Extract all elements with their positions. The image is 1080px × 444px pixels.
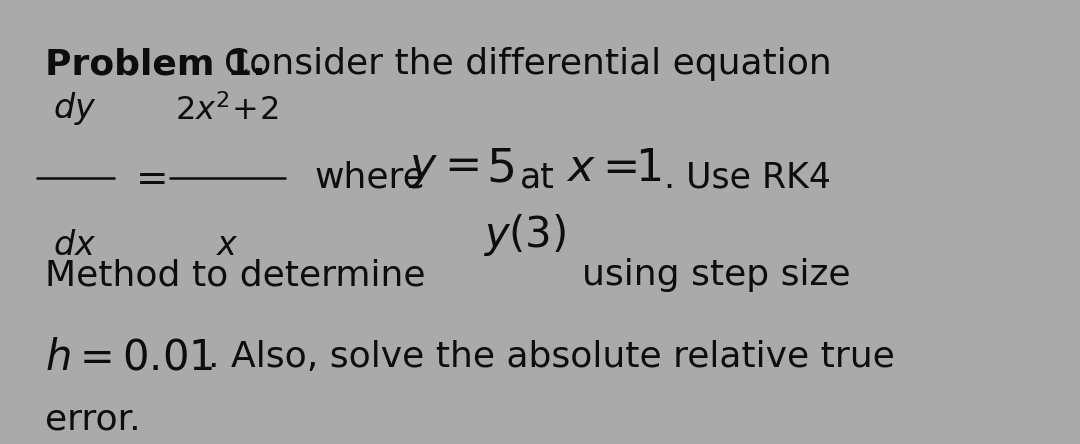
Text: $x$: $x$ bbox=[216, 229, 239, 262]
Text: at: at bbox=[519, 161, 554, 194]
Text: Consider the differential equation: Consider the differential equation bbox=[224, 48, 832, 81]
Text: $=$: $=$ bbox=[129, 159, 166, 197]
Text: $2x^2\!+\!2$: $2x^2\!+\!2$ bbox=[175, 94, 280, 127]
Text: Method to determine: Method to determine bbox=[44, 258, 426, 292]
Text: error.: error. bbox=[44, 403, 140, 436]
Text: $x=$: $x=$ bbox=[566, 147, 636, 190]
Text: where: where bbox=[314, 161, 426, 194]
Text: $h = 0.01$: $h = 0.01$ bbox=[44, 337, 213, 378]
Text: $dx$: $dx$ bbox=[53, 229, 96, 262]
Text: $y=$: $y=$ bbox=[407, 147, 478, 190]
Text: $5$: $5$ bbox=[486, 146, 513, 191]
Text: . Use RK4: . Use RK4 bbox=[664, 161, 831, 194]
Text: $1$: $1$ bbox=[635, 147, 661, 190]
Text: Problem 1.: Problem 1. bbox=[44, 48, 266, 81]
Text: $y(3)$: $y(3)$ bbox=[484, 211, 566, 258]
Text: using step size: using step size bbox=[581, 258, 850, 292]
Text: . Also, solve the absolute relative true: . Also, solve the absolute relative true bbox=[208, 341, 895, 374]
Text: $dy$: $dy$ bbox=[53, 90, 96, 127]
